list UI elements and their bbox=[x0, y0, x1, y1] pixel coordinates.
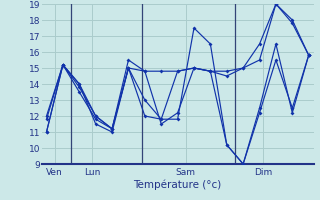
X-axis label: Température (°c): Température (°c) bbox=[133, 180, 222, 190]
